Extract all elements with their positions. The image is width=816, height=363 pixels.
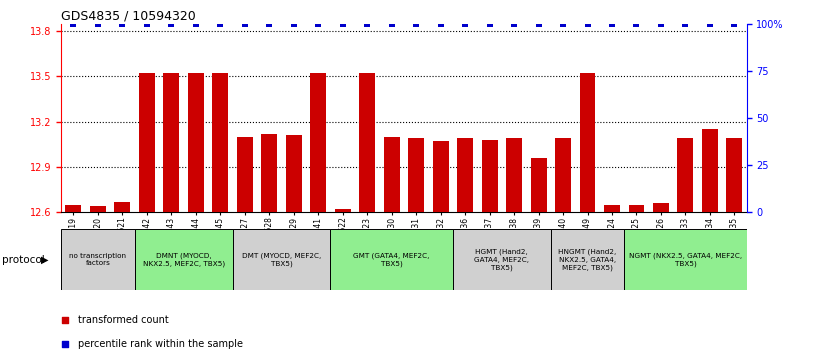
- Point: [581, 21, 594, 26]
- Text: GDS4835 / 10594320: GDS4835 / 10594320: [61, 9, 196, 23]
- Point: [459, 21, 472, 26]
- Bar: [212, 73, 228, 212]
- Bar: [481, 140, 498, 212]
- Bar: [163, 73, 180, 212]
- Point: [410, 21, 423, 26]
- Point: [91, 21, 104, 26]
- Point: [654, 21, 667, 26]
- Bar: [551, 229, 624, 290]
- Text: HGMT (Hand2,
GATA4, MEF2C,
TBX5): HGMT (Hand2, GATA4, MEF2C, TBX5): [474, 249, 530, 270]
- Point: [434, 21, 447, 26]
- Text: protocol: protocol: [2, 254, 45, 265]
- Point: [532, 21, 545, 26]
- Point: [140, 21, 153, 26]
- Point: [483, 21, 496, 26]
- Bar: [90, 206, 106, 212]
- Point: [385, 21, 398, 26]
- Text: no transcription
factors: no transcription factors: [69, 253, 126, 266]
- Bar: [628, 205, 645, 212]
- Bar: [579, 73, 596, 212]
- Bar: [408, 138, 424, 212]
- Point: [263, 21, 276, 26]
- Text: NGMT (NKX2.5, GATA4, MEF2C,
TBX5): NGMT (NKX2.5, GATA4, MEF2C, TBX5): [629, 252, 742, 267]
- Text: transformed count: transformed count: [78, 315, 168, 325]
- Point: [703, 21, 716, 26]
- Point: [605, 21, 619, 26]
- Point: [165, 21, 178, 26]
- Point: [59, 317, 72, 323]
- Point: [630, 21, 643, 26]
- Bar: [702, 129, 718, 212]
- Bar: [457, 138, 473, 212]
- Point: [508, 21, 521, 26]
- Bar: [233, 229, 330, 290]
- Bar: [261, 134, 277, 212]
- Bar: [604, 205, 620, 212]
- Point: [67, 21, 80, 26]
- Bar: [453, 229, 551, 290]
- Text: DMT (MYOCD, MEF2C,
TBX5): DMT (MYOCD, MEF2C, TBX5): [242, 252, 322, 267]
- Bar: [432, 141, 449, 212]
- Bar: [677, 138, 694, 212]
- Bar: [359, 73, 375, 212]
- Bar: [530, 158, 547, 212]
- Text: DMNT (MYOCD,
NKX2.5, MEF2C, TBX5): DMNT (MYOCD, NKX2.5, MEF2C, TBX5): [143, 252, 224, 267]
- Point: [557, 21, 570, 26]
- Text: percentile rank within the sample: percentile rank within the sample: [78, 339, 242, 349]
- Bar: [506, 138, 522, 212]
- Bar: [188, 73, 204, 212]
- Bar: [726, 138, 743, 212]
- Text: GMT (GATA4, MEF2C,
TBX5): GMT (GATA4, MEF2C, TBX5): [353, 252, 430, 267]
- Bar: [330, 229, 453, 290]
- Text: HNGMT (Hand2,
NKX2.5, GATA4,
MEF2C, TBX5): HNGMT (Hand2, NKX2.5, GATA4, MEF2C, TBX5…: [558, 249, 617, 270]
- Point: [336, 21, 349, 26]
- Bar: [335, 209, 351, 212]
- Bar: [286, 135, 302, 212]
- Point: [189, 21, 202, 26]
- Bar: [310, 73, 326, 212]
- Bar: [65, 205, 82, 212]
- Point: [214, 21, 227, 26]
- Bar: [139, 73, 155, 212]
- Bar: [135, 229, 233, 290]
- Point: [679, 21, 692, 26]
- Point: [361, 21, 374, 26]
- Bar: [61, 229, 135, 290]
- Point: [116, 21, 129, 26]
- Bar: [114, 202, 131, 212]
- Bar: [653, 203, 669, 212]
- Bar: [384, 137, 400, 212]
- Bar: [555, 138, 571, 212]
- Point: [728, 21, 741, 26]
- Point: [287, 21, 300, 26]
- Bar: [237, 137, 253, 212]
- Point: [312, 21, 325, 26]
- Bar: [624, 229, 747, 290]
- Point: [59, 341, 72, 347]
- Point: [238, 21, 251, 26]
- Text: ▶: ▶: [41, 254, 48, 265]
